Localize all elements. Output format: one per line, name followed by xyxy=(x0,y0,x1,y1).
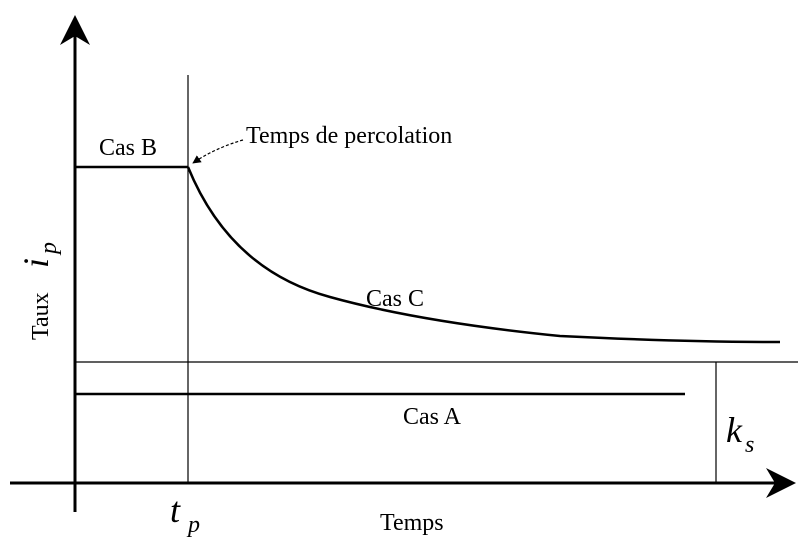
rate-symbol-main: i xyxy=(16,258,56,268)
ks-subscript: s xyxy=(745,432,754,458)
percolation-arrow xyxy=(192,139,244,164)
case-a-label: Cas A xyxy=(403,404,462,430)
tp-symbol: t xyxy=(170,490,181,530)
tp-subscript: p xyxy=(186,512,200,538)
rate-symbol-sub: p xyxy=(36,242,62,256)
case-b-label: Cas B xyxy=(99,135,157,161)
percolation-label: Temps de percolation xyxy=(246,123,452,149)
rate-label: Taux xyxy=(28,292,54,340)
ks-symbol: k xyxy=(726,410,743,450)
time-label: Temps xyxy=(380,510,444,536)
rate-symbol: i p xyxy=(16,242,62,268)
case-c-curve xyxy=(186,166,781,344)
case-c-label: Cas C xyxy=(366,286,424,312)
